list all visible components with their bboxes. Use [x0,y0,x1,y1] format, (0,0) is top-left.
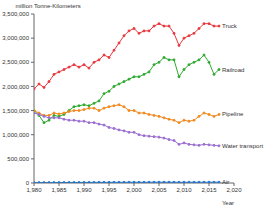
svg-text:1,500,000: 1,500,000 [8,108,30,114]
svg-text:2,015: 2,015 [201,187,217,193]
svg-text:Pipeline: Pipeline [222,111,244,117]
svg-text:1,985: 1,985 [51,187,67,193]
svg-text:2,500,000: 2,500,000 [8,59,30,65]
svg-text:0: 0 [26,180,30,186]
svg-text:2,005: 2,005 [151,187,167,193]
svg-text:Railroad: Railroad [222,67,244,73]
svg-text:Air: Air [222,179,229,185]
svg-text:million Tonne-Kilometers: million Tonne-Kilometers [15,3,80,9]
svg-text:1,995: 1,995 [101,187,117,193]
svg-text:3,500,000: 3,500,000 [8,11,30,17]
svg-text:1,990: 1,990 [76,187,92,193]
svg-text:2,000: 2,000 [126,187,142,193]
svg-text:2,010: 2,010 [176,187,192,193]
svg-text:Year: Year [222,200,234,206]
svg-text:2,000,000: 2,000,000 [8,84,30,90]
svg-text:500,000: 500,000 [8,156,30,162]
svg-text:Water transport: Water transport [222,143,263,149]
svg-text:3,000,000: 3,000,000 [8,35,30,41]
svg-text:2,020: 2,020 [226,187,242,193]
svg-text:Truck: Truck [222,23,238,29]
svg-text:1,980: 1,980 [26,187,42,193]
svg-text:1,000,000: 1,000,000 [8,132,30,138]
